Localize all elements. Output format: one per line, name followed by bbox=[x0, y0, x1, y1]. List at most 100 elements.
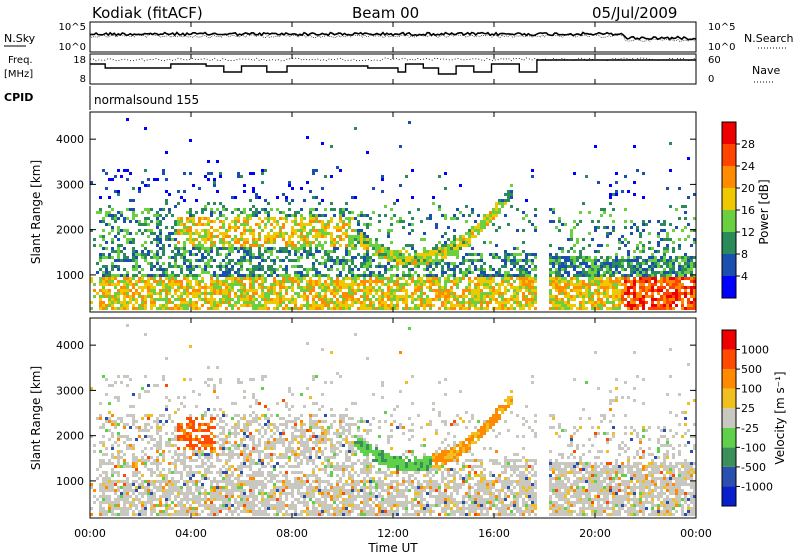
power-cell bbox=[660, 283, 663, 286]
power-cell bbox=[114, 235, 117, 238]
power-cell bbox=[363, 214, 366, 217]
power-cell bbox=[174, 304, 177, 307]
power-cell bbox=[378, 262, 381, 265]
power-cell bbox=[669, 298, 672, 301]
velocity-cell bbox=[156, 444, 159, 447]
power-cell bbox=[624, 304, 627, 307]
velocity-cell bbox=[165, 396, 168, 399]
power-cell bbox=[417, 304, 420, 307]
power-cell bbox=[501, 304, 504, 307]
power-cell bbox=[210, 244, 213, 247]
power-cell bbox=[432, 283, 435, 286]
power-cell bbox=[195, 211, 198, 214]
power-cell bbox=[195, 292, 198, 295]
velocity-cell bbox=[186, 501, 189, 504]
power-cell bbox=[603, 262, 606, 265]
power-cell bbox=[441, 256, 444, 259]
power-cell bbox=[309, 307, 312, 310]
power-cell bbox=[519, 289, 522, 292]
power-cell bbox=[372, 211, 375, 214]
velocity-cell bbox=[123, 426, 126, 429]
beam-title: Beam 00 bbox=[352, 4, 419, 22]
power-cell bbox=[219, 301, 222, 304]
power-cell bbox=[234, 283, 237, 286]
velocity-cell bbox=[225, 459, 228, 462]
velocity-cell bbox=[177, 423, 180, 426]
power-cell bbox=[117, 280, 120, 283]
power-cell bbox=[678, 286, 681, 289]
power-cell bbox=[399, 145, 402, 148]
power-cell bbox=[159, 238, 162, 241]
power-cell bbox=[360, 274, 363, 277]
velocity-cell bbox=[153, 420, 156, 423]
power-cell bbox=[255, 289, 258, 292]
power-cell bbox=[147, 253, 150, 256]
power-cell bbox=[480, 304, 483, 307]
velocity-cell bbox=[159, 489, 162, 492]
power-cell bbox=[603, 295, 606, 298]
power-cell bbox=[243, 259, 246, 262]
power-cell bbox=[126, 295, 129, 298]
power-cell bbox=[609, 232, 612, 235]
power-cell bbox=[396, 277, 399, 280]
power-cell bbox=[489, 265, 492, 268]
power-cell bbox=[534, 229, 537, 232]
power-cell bbox=[492, 274, 495, 277]
power-cell bbox=[102, 265, 105, 268]
velocity-cell bbox=[228, 495, 231, 498]
power-cell bbox=[600, 244, 603, 247]
velocity-cell bbox=[174, 450, 177, 453]
power-cell bbox=[561, 292, 564, 295]
velocity-cell bbox=[117, 444, 120, 447]
power-cell bbox=[606, 256, 609, 259]
power-cell bbox=[294, 247, 297, 250]
power-cell bbox=[666, 265, 669, 268]
power-cell bbox=[594, 262, 597, 265]
velocity-cell bbox=[177, 435, 180, 438]
power-cell bbox=[255, 280, 258, 283]
power-cell bbox=[426, 295, 429, 298]
power-cell bbox=[579, 271, 582, 274]
power-cell bbox=[126, 256, 129, 259]
power-cell bbox=[276, 235, 279, 238]
power-cell bbox=[507, 271, 510, 274]
power-cell bbox=[195, 244, 198, 247]
power-cell bbox=[423, 283, 426, 286]
power-cell bbox=[399, 220, 402, 223]
power-cell bbox=[345, 232, 348, 235]
power-cell bbox=[315, 229, 318, 232]
power-cell bbox=[378, 277, 381, 280]
power-cell bbox=[408, 295, 411, 298]
power-cell bbox=[105, 256, 108, 259]
power-cell bbox=[279, 286, 282, 289]
power-cell bbox=[420, 298, 423, 301]
power-cell bbox=[444, 295, 447, 298]
power-cell bbox=[663, 304, 666, 307]
power-cell bbox=[207, 307, 210, 310]
power-cell bbox=[216, 289, 219, 292]
power-cell bbox=[132, 256, 135, 259]
velocity-cell bbox=[210, 495, 213, 498]
power-cell bbox=[258, 295, 261, 298]
power-cell bbox=[594, 229, 597, 232]
power-cell bbox=[156, 250, 159, 253]
velocity-cell bbox=[135, 504, 138, 507]
power-cell bbox=[213, 292, 216, 295]
velocity-cell bbox=[177, 459, 180, 462]
power-cell bbox=[144, 280, 147, 283]
power-cell bbox=[117, 295, 120, 298]
power-cell bbox=[225, 286, 228, 289]
power-cell bbox=[291, 226, 294, 229]
power-cell bbox=[534, 301, 537, 304]
power-cell bbox=[348, 292, 351, 295]
velocity-cell bbox=[210, 510, 213, 513]
velocity-cell bbox=[249, 480, 252, 483]
power-cell bbox=[99, 196, 102, 199]
power-cell bbox=[237, 298, 240, 301]
power-cell bbox=[579, 220, 582, 223]
power-cell bbox=[291, 229, 294, 232]
velocity-cell bbox=[171, 444, 174, 447]
power-cell bbox=[435, 262, 438, 265]
power-cell bbox=[522, 250, 525, 253]
power-cell bbox=[102, 286, 105, 289]
